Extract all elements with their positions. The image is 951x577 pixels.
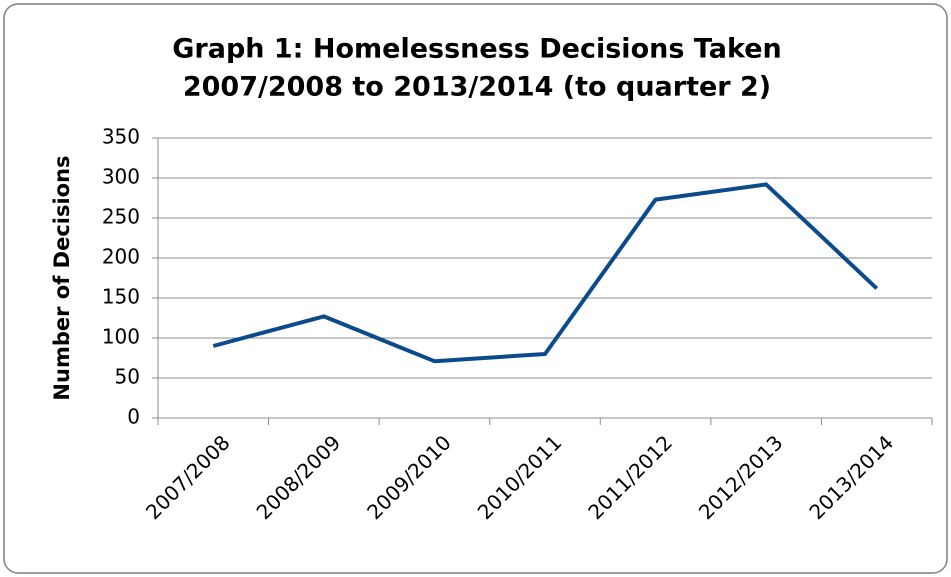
y-tick-label: 100 <box>102 325 140 349</box>
y-tick-label: 250 <box>102 205 140 229</box>
y-tick-label: 50 <box>115 365 140 389</box>
chart-title: 2007/2008 to 2013/2014 (to quarter 2) <box>183 72 771 103</box>
chart-border <box>3 3 948 574</box>
data-line <box>212 182 879 364</box>
y-tick-label: 0 <box>127 405 140 429</box>
y-tick-label: 150 <box>102 285 140 309</box>
y-tick-label: 350 <box>102 125 140 149</box>
y-axis-title: Number of Decisions <box>50 155 74 400</box>
y-tick-label: 300 <box>102 165 140 189</box>
chart-title: Graph 1: Homelessness Decisions Taken <box>172 34 781 65</box>
y-tick-label: 200 <box>102 245 140 269</box>
